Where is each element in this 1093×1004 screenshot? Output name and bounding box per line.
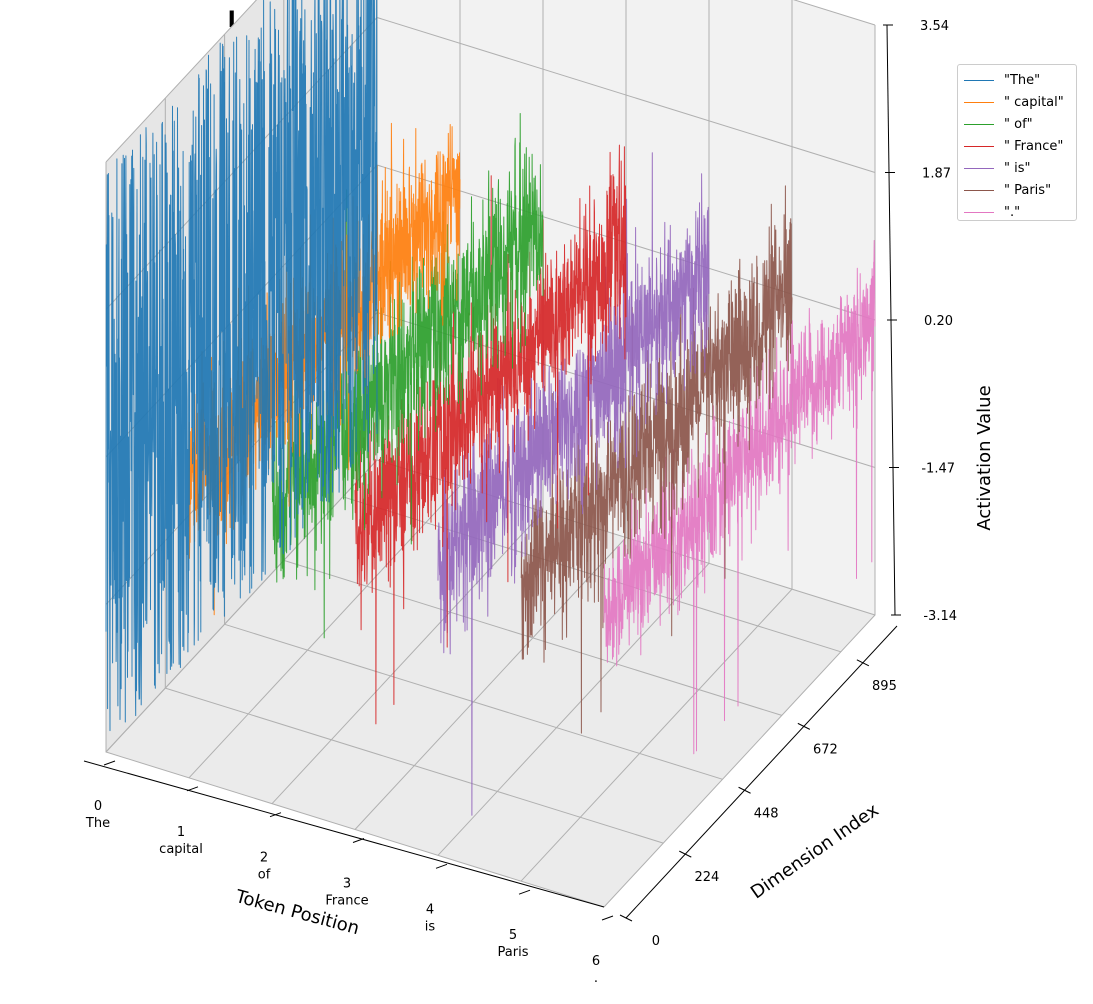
legend-item: " France" bbox=[964, 135, 1070, 157]
x-tick-mark bbox=[518, 889, 531, 895]
legend-item: " is" bbox=[964, 157, 1070, 179]
axis-ticks: 0 The 1 capital 2 of 3 France 4 is 5 Paris 6. 0 224 448… bbox=[85, 19, 957, 986]
x-tick-mark bbox=[269, 812, 282, 818]
legend-label: " of" bbox=[1004, 116, 1033, 132]
x-tick-mark bbox=[103, 760, 116, 766]
x-tick-mark bbox=[186, 786, 199, 792]
z-tick-label: 3.54 bbox=[920, 19, 949, 34]
legend-item: " Paris" bbox=[964, 179, 1070, 201]
z-axis-label: Activation Value bbox=[974, 385, 995, 530]
x-tick-token-label: . bbox=[594, 971, 598, 986]
x-tick-label: 0 bbox=[94, 799, 102, 814]
x-tick-label: 4 bbox=[426, 902, 434, 917]
y-tick-mark bbox=[856, 659, 870, 667]
legend-swatch bbox=[964, 79, 994, 81]
y-tick-mark bbox=[619, 914, 633, 922]
y-tick-label: 448 bbox=[754, 806, 779, 821]
series-line-6 bbox=[603, 240, 876, 755]
y-tick-mark bbox=[738, 786, 751, 794]
legend-item: "." bbox=[964, 201, 1070, 223]
z-tick-label: -3.14 bbox=[923, 609, 957, 624]
legend-label: " is" bbox=[1004, 160, 1031, 176]
z-tick-label: 0.20 bbox=[924, 314, 953, 329]
z-grid-line bbox=[105, 459, 876, 753]
x-tick-token-label: Paris bbox=[498, 945, 529, 960]
legend-label: " capital" bbox=[1004, 94, 1064, 110]
y-tick-label: 0 bbox=[652, 934, 660, 949]
x-tick-mark bbox=[352, 838, 365, 843]
x-tick-token-label: is bbox=[425, 919, 436, 934]
x-tick-label: 6 bbox=[592, 954, 600, 969]
legend-swatch bbox=[964, 145, 994, 147]
legend-label: "." bbox=[1004, 204, 1021, 220]
z-tick-label: 1.87 bbox=[922, 167, 951, 182]
x-tick-token-label: of bbox=[258, 868, 271, 883]
x-tick-label: 3 bbox=[343, 877, 351, 892]
x-tick-label: 5 bbox=[509, 928, 517, 943]
y-tick-mark bbox=[797, 722, 811, 730]
series-lines bbox=[105, 0, 876, 816]
x-tick-token-label: capital bbox=[159, 842, 203, 857]
y-tick-label: 895 bbox=[872, 679, 897, 694]
legend-label: " France" bbox=[1004, 138, 1064, 154]
z-tick-label: -1.47 bbox=[921, 462, 955, 477]
z-grid-line bbox=[105, 0, 876, 163]
legend-swatch bbox=[964, 189, 994, 191]
x-axis-line bbox=[83, 760, 605, 908]
series-line-5 bbox=[520, 185, 793, 734]
x-tick-token-label: The bbox=[85, 816, 110, 831]
legend-swatch bbox=[964, 167, 994, 169]
x-tick-label: 2 bbox=[260, 851, 268, 866]
y-tick-label: 672 bbox=[813, 742, 838, 757]
y-tick-label: 224 bbox=[694, 870, 719, 885]
x-tick-mark bbox=[435, 863, 448, 869]
series-line-2 bbox=[271, 113, 544, 639]
legend-label: " Paris" bbox=[1004, 182, 1052, 198]
legend-item: "The" bbox=[964, 69, 1070, 91]
legend-label: "The" bbox=[1004, 72, 1041, 88]
legend-swatch bbox=[964, 123, 994, 125]
y-tick-mark bbox=[679, 850, 692, 858]
y-axis-line bbox=[625, 625, 898, 919]
legend-swatch bbox=[964, 101, 994, 103]
legend-item: " capital" bbox=[964, 91, 1070, 113]
legend-swatch bbox=[964, 211, 994, 213]
series-line-3 bbox=[354, 144, 627, 725]
series-line-4 bbox=[437, 152, 710, 816]
legend-item: " of" bbox=[964, 113, 1070, 135]
x-tick-label: 1 bbox=[177, 825, 185, 840]
series-line-0 bbox=[105, 0, 378, 732]
legend: "The" " capital" " of" " France" " is" " Pari… bbox=[957, 64, 1077, 221]
x-tick-mark bbox=[601, 915, 614, 921]
x-tick-token-label: France bbox=[325, 894, 368, 909]
